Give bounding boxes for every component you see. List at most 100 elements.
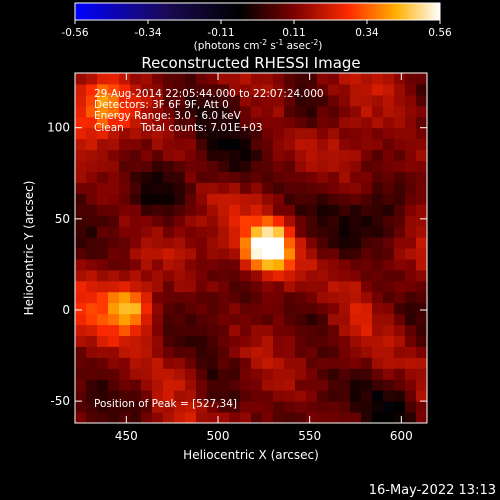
heatmap-cell (218, 94, 230, 107)
heatmap-cell (218, 182, 230, 194)
heatmap-cell (405, 248, 417, 260)
heatmap-cell (284, 335, 296, 347)
heatmap-cell (108, 324, 120, 336)
heatmap-cell (339, 73, 351, 85)
heatmap-cell (405, 379, 417, 391)
heatmap-cell (383, 215, 395, 227)
heatmap-cell (383, 324, 395, 336)
heatmap-cell (141, 215, 153, 227)
heatmap-cell (273, 346, 285, 358)
heatmap-cell (251, 138, 263, 151)
heatmap-cell (361, 171, 373, 183)
heatmap-cell (141, 94, 153, 107)
heatmap-cell (284, 390, 296, 402)
heatmap-cell (152, 193, 164, 205)
heatmap-cell (350, 412, 362, 423)
heatmap-cell (174, 346, 186, 358)
heatmap-cell (130, 390, 142, 402)
heatmap-cell (207, 357, 219, 369)
heatmap-cell (185, 116, 197, 129)
heatmap-cell (75, 94, 87, 107)
heatmap-cell (218, 335, 230, 347)
heatmap-cell (141, 379, 153, 391)
heatmap-cell (196, 335, 208, 347)
heatmap-cell (185, 357, 197, 369)
heatmap-cell (284, 291, 296, 304)
heatmap-cell (339, 149, 351, 161)
heatmap-cell (361, 280, 373, 293)
heatmap-cell (229, 248, 241, 260)
heatmap-cell (196, 193, 208, 205)
heatmap-cell (273, 248, 285, 260)
heatmap-cell (328, 324, 340, 336)
heatmap-cell (251, 94, 263, 107)
heatmap-cell (86, 73, 98, 85)
heatmap-cell (416, 313, 427, 326)
heatmap-cell (372, 335, 384, 347)
heatmap-cell (141, 193, 153, 205)
heatmap-cell (328, 412, 340, 423)
heatmap-cell (108, 280, 120, 293)
heatmap-cell (130, 193, 142, 205)
heatmap-cell (262, 127, 274, 140)
heatmap-cell (262, 269, 274, 282)
heatmap-cell (108, 237, 120, 249)
heatmap-cell (152, 116, 164, 129)
heatmap-cell (174, 83, 186, 96)
heatmap-cell (119, 116, 131, 129)
heatmap-cell (328, 73, 340, 85)
heatmap-cell (251, 182, 263, 194)
heatmap-cell (108, 215, 120, 227)
colorbar-ticks: -0.56 -0.34 -0.11 0.11 0.34 0.56 (61, 20, 452, 39)
heatmap-cell (152, 401, 164, 413)
heatmap-cell (306, 248, 318, 260)
heatmap-cell (141, 357, 153, 369)
heatmap-cell (394, 269, 406, 282)
heatmap-cell (75, 193, 87, 205)
heatmap-cell (240, 193, 252, 205)
heatmap-cell (317, 346, 329, 358)
heatmap-cell (218, 138, 230, 151)
heatmap-cell (317, 248, 329, 260)
heatmap-cell (317, 226, 329, 238)
heatmap-cell (185, 237, 197, 249)
heatmap-cell (174, 182, 186, 194)
heatmap-cell (75, 357, 87, 369)
heatmap-cell (218, 346, 230, 358)
heatmap-cell (86, 379, 98, 391)
heatmap-cell (163, 73, 175, 85)
heatmap-cell (75, 313, 87, 326)
colorbar-tick-label: -0.34 (134, 27, 161, 39)
heatmap-cell (240, 335, 252, 347)
heatmap-cell (174, 302, 186, 315)
heatmap-cell (97, 83, 109, 96)
heatmap-cell (383, 335, 395, 347)
heatmap-cell (130, 335, 142, 347)
heatmap-cell (108, 94, 120, 107)
heatmap-cell (262, 313, 274, 326)
heatmap-cell (174, 171, 186, 183)
heatmap-cell (405, 368, 417, 380)
heatmap-cell (240, 401, 252, 413)
heatmap-cell (152, 204, 164, 216)
heatmap-cell (273, 390, 285, 402)
heatmap-cell (317, 335, 329, 347)
heatmap-cell (152, 324, 164, 336)
heatmap-cell (306, 401, 318, 413)
heatmap-cell (295, 160, 307, 172)
heatmap-cell (350, 160, 362, 172)
heatmap-cell (229, 149, 241, 161)
heatmap-cell (86, 412, 98, 423)
heatmap-cell (317, 160, 329, 172)
heatmap-cell (416, 94, 427, 107)
heatmap-cell (328, 105, 340, 118)
heatmap-cell (372, 258, 384, 271)
heatmap-cell (350, 335, 362, 347)
heatmap-cell (229, 346, 241, 358)
heatmap-cell (108, 116, 120, 129)
heatmap-cell (339, 182, 351, 194)
heatmap-cell (251, 390, 263, 402)
heatmap-cell (86, 138, 98, 151)
heatmap-cell (328, 193, 340, 205)
heatmap-cell (350, 237, 362, 249)
